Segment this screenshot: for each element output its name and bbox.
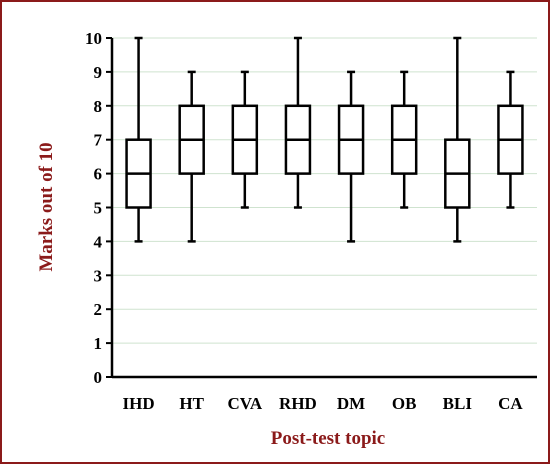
boxes [125, 36, 524, 243]
y-tick-labels: 0 1 2 3 4 5 6 7 8 9 10 [85, 29, 103, 387]
x-tick-label-ihd: IHD [123, 394, 155, 413]
y-axis-title: Marks out of 10 [36, 142, 57, 271]
box-dm [337, 70, 365, 243]
x-tick-label-ht: HT [179, 394, 204, 413]
x-tick-label-ca: CA [498, 394, 523, 413]
x-tick-label-dm: DM [337, 394, 365, 413]
x-axis-title: Post-test topic [271, 428, 386, 449]
y-tick-label-5: 5 [94, 199, 103, 218]
y-tick-label-8: 8 [94, 97, 103, 116]
gridlines [112, 37, 537, 344]
y-tick-label-7: 7 [94, 131, 103, 150]
box-ca [497, 70, 524, 209]
y-tick-label-10: 10 [85, 29, 102, 48]
box-cva [231, 70, 259, 209]
y-tick-label-1: 1 [94, 334, 103, 353]
box-ob [390, 70, 418, 209]
x-tick-labels: IHD HT CVA RHD DM OB BLI CA [123, 394, 524, 413]
box-rhd [284, 36, 312, 209]
axes [106, 37, 537, 379]
x-tick-label-bli: BLI [443, 394, 473, 413]
x-tick-label-rhd: RHD [279, 394, 317, 413]
box-ht [178, 70, 205, 243]
box-bli [444, 36, 471, 243]
box-ihd [125, 36, 152, 243]
y-tick-label-3: 3 [94, 266, 103, 285]
x-tick-label-cva: CVA [227, 394, 262, 413]
y-tick-label-2: 2 [94, 300, 103, 319]
y-tick-label-0: 0 [94, 368, 103, 387]
x-tick-label-ob: OB [392, 394, 417, 413]
y-tick-label-6: 6 [94, 165, 103, 184]
y-tick-label-4: 4 [94, 232, 103, 251]
y-tick-label-9: 9 [94, 63, 103, 82]
